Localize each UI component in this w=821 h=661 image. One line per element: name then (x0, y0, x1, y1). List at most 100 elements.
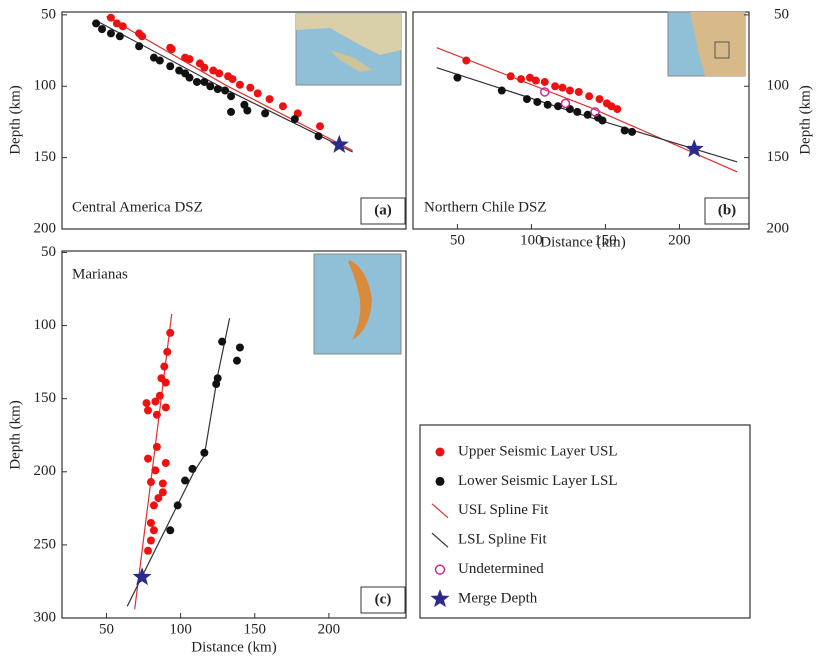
point (236, 344, 244, 352)
point (206, 82, 214, 90)
point (315, 132, 323, 140)
legend-label: Merge Depth (458, 590, 538, 606)
point (227, 92, 235, 100)
y-tick-label: 50 (41, 6, 56, 22)
y-axis-label: Depth (km) (7, 85, 23, 155)
point (193, 78, 201, 86)
point (144, 406, 152, 414)
point (98, 25, 106, 33)
point (107, 29, 115, 37)
point (214, 85, 222, 93)
y-tick-label: 300 (34, 609, 57, 625)
legend-label: Upper Seismic Layer USL (458, 443, 618, 459)
y-tick-label: 250 (34, 536, 57, 552)
legend-symbol (436, 565, 445, 574)
merge-star (685, 139, 704, 157)
legend-label: Undetermined (458, 561, 544, 577)
y-tick-label: 150 (34, 390, 57, 406)
y-tick-label: 200 (767, 220, 790, 236)
merge-star (330, 135, 349, 153)
y-axis-label: Depth (km) (7, 400, 23, 470)
point (147, 519, 155, 527)
point (246, 84, 254, 92)
point (229, 75, 237, 83)
legend-label: USL Spline Fit (458, 502, 549, 518)
point (163, 348, 171, 356)
legend-symbol (436, 477, 445, 486)
point (143, 399, 151, 407)
point (147, 478, 155, 486)
panel-label: (c) (375, 591, 392, 607)
point (575, 88, 583, 96)
point (621, 126, 629, 134)
point (150, 526, 158, 534)
point (159, 479, 167, 487)
point (147, 537, 155, 545)
point (151, 398, 159, 406)
y-tick-label: 100 (767, 78, 790, 94)
y-tick-label: 150 (767, 149, 790, 165)
x-tick-label: 50 (450, 232, 465, 248)
y-tick-label: 200 (34, 463, 57, 479)
point (254, 89, 262, 97)
x-axis-label: Distance (km) (540, 234, 625, 250)
x-tick-label: 100 (169, 621, 192, 637)
point (261, 109, 269, 117)
point (188, 465, 196, 473)
point (544, 101, 552, 109)
x-tick-label: 200 (668, 232, 691, 248)
point (628, 128, 636, 136)
inset-map (296, 14, 401, 85)
point (166, 329, 174, 337)
point (168, 45, 176, 53)
y-tick-label: 150 (34, 149, 57, 165)
point (541, 88, 549, 96)
point (558, 84, 566, 92)
point (181, 477, 189, 485)
point (166, 526, 174, 534)
point (233, 357, 241, 365)
legend-symbol (432, 504, 448, 518)
point (279, 102, 287, 110)
point (532, 77, 540, 85)
point (551, 82, 559, 90)
point (92, 19, 100, 27)
panel-label: (a) (374, 202, 392, 218)
x-axis-label: Distance (km) (191, 639, 276, 655)
point (153, 411, 161, 419)
point (221, 87, 229, 95)
point (200, 64, 208, 72)
point (598, 117, 606, 125)
point (462, 57, 470, 65)
panel-label: (b) (718, 202, 736, 218)
plot-area (127, 314, 244, 609)
point (215, 69, 223, 77)
x-tick-label: 100 (520, 232, 543, 248)
point (162, 403, 170, 411)
point (138, 32, 146, 40)
point (291, 115, 299, 123)
legend-label: LSL Spline Fit (458, 532, 547, 548)
point (566, 87, 574, 95)
point (186, 55, 194, 63)
point (144, 547, 152, 555)
x-tick-label: 200 (318, 621, 341, 637)
point (156, 57, 164, 65)
point (533, 98, 541, 106)
point (107, 14, 115, 22)
point (517, 75, 525, 83)
y-tick-label: 50 (774, 6, 789, 22)
point (613, 105, 621, 113)
point (135, 42, 143, 50)
point (154, 494, 162, 502)
y-tick-label: 200 (34, 220, 57, 236)
point (200, 449, 208, 457)
point (498, 87, 506, 95)
point (523, 95, 531, 103)
annotation: Northern Chile DSZ (424, 199, 546, 215)
spline-fit (127, 318, 229, 606)
y-axis-label: Depth (km) (797, 85, 813, 155)
point (166, 62, 174, 70)
point (243, 107, 251, 115)
